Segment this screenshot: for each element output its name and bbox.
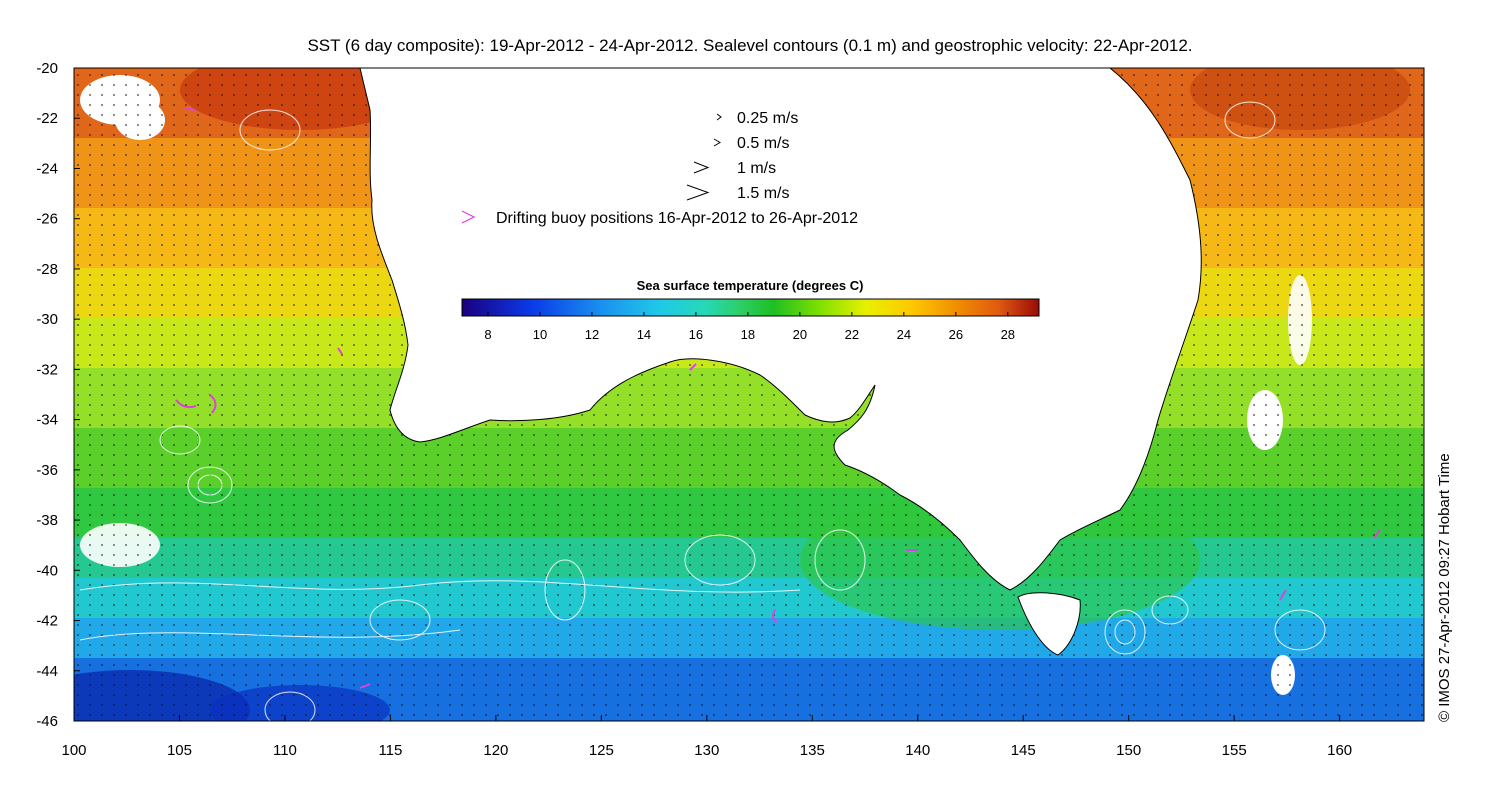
credit-text-box: © IMOS 27-Apr-2012 09:27 Hobart Time [1436,453,1453,722]
lat-tick-label: -32 [36,361,58,378]
colorbar-tick-label: 8 [484,327,491,342]
lon-tick-label: 100 [61,742,86,759]
lon-tick-label: 155 [1222,742,1247,759]
colorbar-bar [461,298,1040,317]
velocity-legend: 0.25 m/s 0.5 m/s 1 m/s 1.5 m/s Drifting … [461,110,858,227]
lat-tick-label: -24 [36,160,58,177]
lat-tick-label: -28 [36,261,58,278]
lat-tick-label: -36 [36,462,58,479]
lat-tick-label: -20 [36,60,58,77]
legend-label-1: 1 m/s [737,160,776,177]
lon-tick-label: 115 [378,742,402,759]
lat-tick-label: -42 [36,613,58,630]
buoy-legend-label: Drifting buoy positions 16-Apr-2012 to 2… [496,210,858,227]
sst-field [74,68,1424,721]
lon-tick-label: 110 [273,742,297,759]
colorbar-tick-label: 28 [1001,327,1015,342]
lon-tick-label: 105 [167,742,192,759]
colorbar-title: Sea surface temperature (degrees C) [637,278,864,293]
colorbar-tick-label: 22 [845,327,859,342]
legend-arrow-0.25 [716,113,722,121]
legend-arrow-0.5 [713,138,721,147]
sealevel-contours [79,101,1326,721]
latitude-axis: -20 -22 -24 -26 -28 -30 -32 -34 -36 -38 -40 -42 -44 -… [36,60,80,730]
colorbar-tick-label: 18 [741,327,755,342]
buoy-symbol [461,210,476,224]
colorbar-tick-label: 26 [949,327,963,342]
legend-label-1.5: 1.5 m/s [737,185,789,202]
lat-tick-label: -44 [36,663,58,680]
lat-tick-label: -34 [36,412,58,429]
legend-label-0.25: 0.25 m/s [737,110,798,127]
lon-tick-label: 145 [1011,742,1036,759]
colorbar-tick-label: 20 [793,327,807,342]
tasmania-land [1017,592,1081,656]
credit-text: © IMOS 27-Apr-2012 09:27 Hobart Time [1436,453,1453,722]
colorbar-tick-label: 16 [689,327,703,342]
colorbar: Sea surface temperature (degrees C) 8 10 1… [461,278,1040,342]
legend-label-0.5: 0.5 m/s [737,135,789,152]
legend-arrow-1.5 [686,184,710,201]
lon-tick-label: 150 [1116,742,1141,759]
lon-tick-label: 160 [1327,742,1352,759]
australia-land [359,68,1202,591]
lon-tick-label: 125 [589,742,614,759]
longitude-axis: 100 105 110 115 120 125 130 135 140 145 150 155 160 [61,715,1352,759]
legend-arrow-1 [693,161,710,174]
lat-tick-label: -30 [36,311,58,328]
lon-tick-label: 130 [694,742,719,759]
buoy-tracks [175,107,1381,689]
lat-tick-label: -40 [36,562,58,579]
plot-frame [73,67,1425,722]
colorbar-ticks: 8 10 12 14 16 18 20 22 24 26 28 [484,312,1015,342]
colorbar-tick-label: 12 [585,327,599,342]
colorbar-tick-label: 24 [897,327,911,342]
lat-tick-label: -26 [36,211,58,228]
map-title: SST (6 day composite): 19-Apr-2012 - 24-… [307,36,1193,55]
lat-tick-label: -38 [36,512,58,529]
lon-tick-label: 120 [483,742,508,759]
colorbar-tick-label: 14 [637,327,651,342]
colorbar-tick-label: 10 [533,327,547,342]
lat-tick-label: -46 [36,713,58,730]
lon-tick-label: 140 [905,742,930,759]
lon-tick-label: 135 [800,742,825,759]
lat-tick-label: -22 [36,110,58,127]
